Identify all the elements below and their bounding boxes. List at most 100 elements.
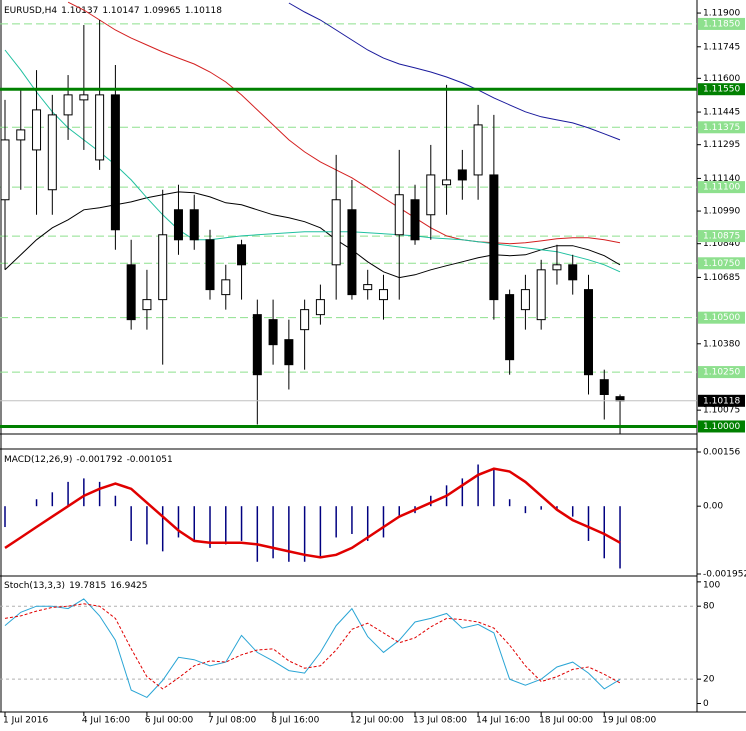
- y-tick-label: 1.11140: [703, 174, 740, 184]
- x-tick-label: 6 Jul 00:00: [145, 716, 194, 726]
- level-label: 1.10750: [703, 259, 740, 269]
- stoch-line: [4, 598, 621, 699]
- level-box: [698, 366, 745, 379]
- moving-average: [4, 49, 621, 273]
- candle-body: [552, 264, 562, 271]
- title-part: 1.10118: [185, 6, 222, 16]
- x-tick-label: 14 Jul 16:00: [476, 716, 530, 726]
- indicator-title: MACD(12,26,9) -0.001792 -0.001051: [4, 455, 173, 465]
- level-label: 1.11100: [703, 183, 740, 193]
- y-tick-label: 80: [703, 602, 715, 612]
- candle-body: [457, 169, 467, 181]
- title-part: -0.001792: [76, 455, 122, 465]
- indicator-title: EURUSD,H4 1.10137 1.10147 1.09965 1.10118: [4, 6, 222, 16]
- level-box: [698, 181, 745, 194]
- candle-body: [583, 289, 593, 376]
- level-label: 1.11375: [703, 123, 740, 133]
- level-box: [698, 121, 745, 134]
- y-tick-label: 1.10685: [703, 273, 740, 283]
- candle-body: [158, 234, 168, 301]
- candle-body: [268, 319, 278, 346]
- title-part: EURUSD,H4: [4, 6, 57, 16]
- level-box: [698, 311, 745, 324]
- y-tick-label: 1.10075: [703, 406, 740, 416]
- candle-body: [442, 179, 452, 186]
- candle-body: [205, 239, 215, 291]
- candle-body: [110, 94, 120, 231]
- candle-body: [615, 396, 625, 402]
- candle-body: [189, 209, 199, 241]
- level-box: [698, 17, 745, 30]
- candle-body: [126, 264, 136, 321]
- candle-body: [32, 109, 42, 151]
- y-tick-label: 0.00156: [703, 448, 740, 458]
- price-label: 1.10118: [703, 396, 740, 406]
- x-tick-label: 7 Jul 08:00: [208, 716, 257, 726]
- title-part: -0.001051: [127, 455, 173, 465]
- candle-body: [79, 94, 89, 101]
- price-box: [698, 394, 745, 407]
- candle-body: [300, 309, 310, 331]
- level-box: [698, 257, 745, 270]
- candle-body: [520, 289, 530, 311]
- title-part: 1.09965: [144, 6, 181, 16]
- candle-body: [394, 194, 404, 236]
- y-tick-label: 1.10840: [703, 239, 740, 249]
- y-tick-label: 1.10990: [703, 207, 740, 217]
- x-tick-label: 13 Jul 08:00: [413, 716, 467, 726]
- moving-average: [4, 191, 621, 279]
- candle-body: [142, 299, 152, 311]
- y-tick-label: 100: [703, 580, 720, 590]
- candle-body: [47, 114, 57, 191]
- stoch-line: [4, 603, 621, 690]
- candle-body: [378, 289, 388, 301]
- x-tick-label: 1 Jul 2016: [3, 716, 48, 726]
- level-box: [698, 230, 745, 243]
- candle-body: [473, 124, 483, 176]
- candle-body: [331, 199, 341, 266]
- candle-body: [568, 264, 578, 281]
- candle-body: [347, 209, 357, 296]
- y-tick-label: 1.11445: [703, 108, 740, 118]
- y-tick-label: 0.00: [703, 502, 723, 512]
- x-tick-label: 12 Jul 00:00: [350, 716, 404, 726]
- candle-body: [284, 339, 294, 366]
- line-label: 1.11550: [703, 85, 740, 95]
- candle-body: [410, 199, 420, 241]
- y-tick-label: 1.11295: [703, 140, 740, 150]
- x-tick-label: 19 Jul 08:00: [602, 716, 656, 726]
- indicator-title: Stoch(13,3,3) 19.7815 16.9425: [4, 581, 148, 591]
- level-label: 1.10500: [703, 313, 740, 323]
- title-part: 19.7815: [69, 581, 106, 591]
- candle-body: [95, 94, 105, 161]
- x-tick-label: 18 Jul 00:00: [539, 716, 593, 726]
- y-tick-label: 1.11900: [703, 9, 740, 19]
- x-tick-label: 4 Jul 16:00: [82, 716, 131, 726]
- y-tick-label: -0.001952: [703, 570, 746, 580]
- y-tick-label: 20: [703, 675, 715, 685]
- line-box: [698, 420, 745, 433]
- candle-body: [426, 174, 436, 216]
- candle-body: [16, 129, 26, 141]
- candle-body: [63, 94, 73, 116]
- title-part: MACD(12,26,9): [4, 455, 72, 465]
- moving-average: [288, 2, 621, 141]
- title-part: 1.10147: [102, 6, 139, 16]
- y-tick-label: 1.11600: [703, 74, 740, 84]
- candle-body: [252, 314, 262, 376]
- level-label: 1.10875: [703, 232, 740, 242]
- title-part: 16.9425: [110, 581, 147, 591]
- line-box: [698, 83, 745, 96]
- title-part: Stoch(13,3,3): [4, 581, 65, 591]
- candle-body: [599, 379, 609, 395]
- x-tick-label: 8 Jul 16:00: [271, 716, 320, 726]
- y-tick-label: 1.10380: [703, 339, 740, 349]
- title-part: 1.10137: [61, 6, 98, 16]
- y-tick-label: 1.11745: [703, 42, 740, 52]
- line-label: 1.10000: [703, 422, 740, 432]
- candle-body: [505, 294, 515, 361]
- candle-body: [489, 174, 499, 301]
- candle-body: [237, 244, 247, 266]
